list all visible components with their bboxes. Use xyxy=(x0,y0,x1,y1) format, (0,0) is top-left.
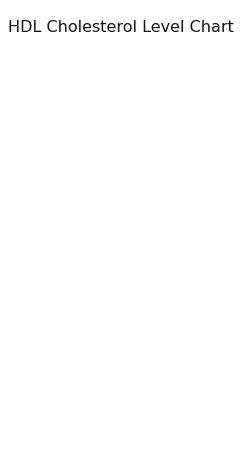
Text: HDL Cholesterol Level Chart: HDL Cholesterol Level Chart xyxy=(7,20,234,35)
